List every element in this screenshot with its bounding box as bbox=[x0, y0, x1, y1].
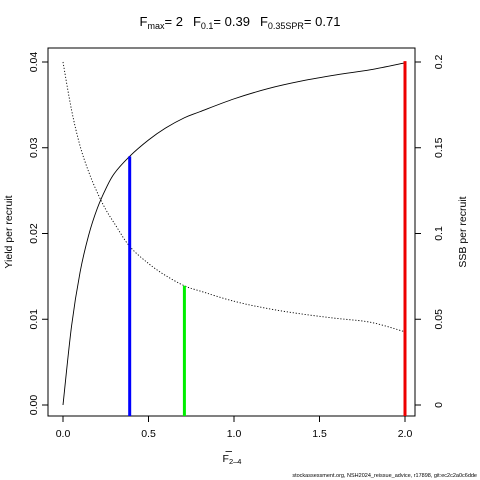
x-axis-title: F2–4 bbox=[223, 453, 242, 466]
title-fspr-value: = 0.71 bbox=[304, 14, 341, 29]
reference-lines-layer bbox=[128, 61, 407, 416]
title-f01-value: = 0.39 bbox=[213, 14, 250, 29]
y-left-tick-label: 0.02 bbox=[28, 223, 40, 244]
title-fmax-label: F bbox=[140, 14, 148, 29]
y-axis-left-title: Yield per recruit bbox=[3, 195, 15, 268]
y-right-tick-label: 0.1 bbox=[433, 226, 445, 241]
y-axis-right-title: SSB per recruit bbox=[457, 196, 469, 267]
plot-frame bbox=[47, 47, 416, 417]
y-left-tick-label: 0.01 bbox=[28, 309, 40, 330]
x-tick-label: 1.0 bbox=[227, 428, 242, 440]
y-right-tick-label: 0 bbox=[433, 402, 445, 408]
y-left-tick-label: 0.00 bbox=[28, 395, 40, 416]
x-tick-label: 2.0 bbox=[398, 428, 413, 440]
x-axis-title-sub: 2–4 bbox=[229, 457, 242, 466]
y-right-tick-label: 0.2 bbox=[433, 55, 445, 70]
footer-text: stockassessment.org, NSH2024_reissue_adv… bbox=[292, 473, 477, 479]
y-axis-left: 0.00 0.01 0.02 0.03 0.04 bbox=[28, 52, 48, 416]
title-f01-sub: 0.1 bbox=[201, 21, 214, 31]
x-tick-label: 0.0 bbox=[56, 428, 71, 440]
y-right-tick-label: 0.15 bbox=[433, 137, 445, 158]
y-right-tick-label: 0.05 bbox=[433, 309, 445, 330]
title-fspr-label: F bbox=[260, 14, 268, 29]
x-axis: 0.0 0.5 1.0 1.5 2.0 bbox=[56, 416, 413, 440]
chart-title: Fmax= 2 F0.1= 0.39 F0.35SPR= 0.71 bbox=[140, 14, 341, 31]
title-f01-label: F bbox=[193, 14, 201, 29]
y-left-tick-label: 0.04 bbox=[28, 52, 40, 73]
y-axis-right: 0 0.05 0.1 0.15 0.2 bbox=[415, 55, 445, 408]
title-fmax-value: = 2 bbox=[165, 14, 183, 29]
x-axis-title-main: F bbox=[223, 453, 229, 465]
title-fmax-sub: max bbox=[148, 21, 166, 31]
series-layer bbox=[62, 61, 406, 406]
ssb-per-recruit-curve bbox=[62, 61, 406, 333]
y-left-tick-label: 0.03 bbox=[28, 137, 40, 158]
title-fspr-sub: 0.35SPR bbox=[268, 21, 305, 31]
x-tick-label: 0.5 bbox=[141, 428, 156, 440]
yield-per-recruit-curve bbox=[62, 62, 406, 406]
x-tick-label: 1.5 bbox=[312, 428, 327, 440]
